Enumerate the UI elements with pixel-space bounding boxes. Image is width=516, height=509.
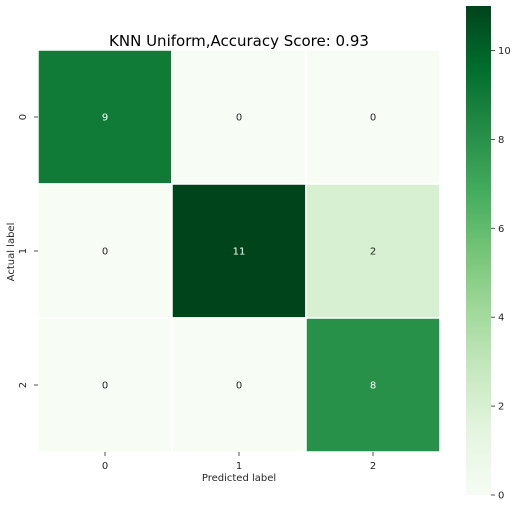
heatmap-cell-labels: 9 0 0 0 11 2 0 0 8 (102, 113, 376, 392)
y-tick-label: 1 (18, 248, 29, 254)
heatmap-cells (37, 49, 441, 453)
x-axis-label: Predicted label (202, 473, 276, 484)
heatmap-cell (37, 183, 173, 319)
colorbar (466, 6, 491, 495)
chart-title: KNN Uniform,Accuracy Score: 0.93 (109, 32, 369, 50)
y-axis-label: Actual label (6, 223, 17, 282)
colorbar-tick-label: 0 (498, 491, 504, 502)
y-tick-label: 2 (18, 382, 29, 388)
cell-value-label: 0 (236, 113, 242, 124)
cell-value-label: 11 (233, 247, 246, 258)
heatmap-cell (171, 49, 307, 185)
heatmap-cell (37, 49, 173, 185)
y-axis-ticks: 0 1 2 (18, 114, 38, 388)
cell-value-label: 9 (102, 113, 108, 124)
heatmap-cell (171, 317, 307, 453)
colorbar-tick-label: 6 (498, 224, 504, 235)
x-tick-label: 2 (370, 461, 376, 472)
x-tick-label: 1 (236, 461, 242, 472)
heatmap-cell (171, 183, 307, 319)
cell-value-label: 0 (370, 113, 376, 124)
y-tick-label: 0 (18, 114, 29, 120)
cell-value-label: 8 (370, 381, 376, 392)
colorbar-ticks: 0 2 4 6 8 10 (491, 46, 511, 502)
colorbar-tick-label: 8 (498, 135, 504, 146)
colorbar-tick-label: 2 (498, 402, 504, 413)
colorbar-tick-label: 4 (498, 313, 504, 324)
colorbar-tick-label: 10 (498, 46, 511, 57)
cell-value-label: 0 (236, 381, 242, 392)
x-axis-ticks: 0 1 2 (102, 452, 376, 472)
cell-value-label: 2 (370, 247, 376, 258)
heatmap-cell (305, 49, 441, 185)
cell-value-label: 0 (102, 381, 108, 392)
cell-value-label: 0 (102, 247, 108, 258)
x-tick-label: 0 (102, 461, 108, 472)
heatmap-cell (305, 183, 441, 319)
